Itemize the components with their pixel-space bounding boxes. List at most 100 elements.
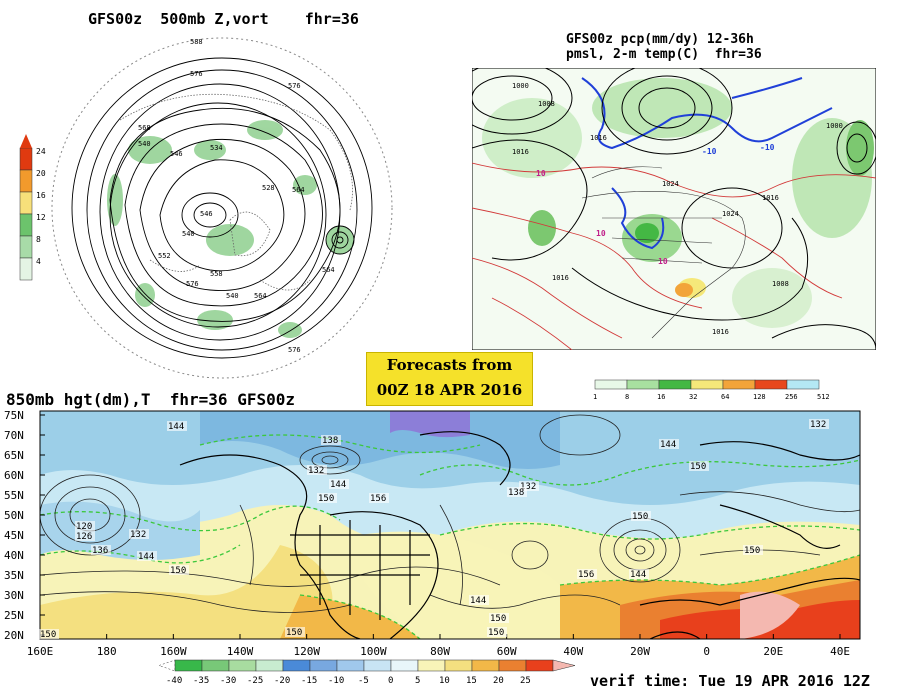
hemi-height-label: 150 [632,512,648,522]
polar-contour-label: 564 [322,266,335,274]
hemi-height-label: 144 [138,552,154,562]
hemi-height-label-bg [469,595,489,605]
hemi-colorbar: -40 -35 -30 -25 -20 -15 -10 -5 0 5 10 15 20 25 [158,659,576,686]
lat-label: 35N [4,569,24,582]
hemi-height-label-bg [321,435,341,445]
na-colorbar-tick: 32 [689,393,697,401]
lat-label: 60N [4,469,24,482]
hemi-colorbar-right-arrow [552,659,576,672]
polar-colorbar-tick: 16 [36,191,46,200]
hemi-height-label: 150 [744,546,760,556]
hemi-colorbar-tick: -30 [220,676,236,686]
hemi-height-label-bg [307,465,327,475]
lon-label: 100W [360,645,387,658]
hemi-height-label-bg [137,551,157,561]
polar-colorbar-arrow [20,134,32,148]
polar-contour-label: 576 [288,82,301,90]
hemi-height-label: 150 [170,566,186,576]
na-colorbar: 1 8 16 32 64 128 256 512 [593,379,830,401]
polar-colorbar-swatch [19,257,33,281]
na-colorbar-swatch [626,379,660,390]
polar-contour-label: 558 [210,270,223,278]
lon-label: 160W [160,645,187,658]
hemi-colorbar-tick: -40 [166,676,182,686]
na-colorbar-tick: 8 [625,393,629,401]
hemi-colorbar-swatch [390,659,419,672]
lon-label: 140W [227,645,254,658]
na-isobar-label: 1000 [826,122,843,130]
hemi-colorbar-tick: -15 [301,676,317,686]
na-colorbar-tick: 128 [753,393,766,401]
lon-label: 0 [703,645,710,658]
hemi-height-label: 150 [690,462,706,472]
hemi-height-label: 144 [470,596,486,606]
precip-shading [482,78,874,328]
hemi-colorbar-tick: 10 [439,676,450,686]
hemi-height-label-bg [329,479,349,489]
polar-colorbar-swatch [19,169,33,193]
panel-na-title: GFS00z pcp(mm/dy) 12-36h pmsl, 2-m temp(C… [566,32,762,62]
na-temp-label: 10 [536,169,546,178]
forecast-badge-line1: Forecasts from [386,356,513,374]
hemi-height-label: 138 [322,436,338,446]
hemi-height-label: 126 [76,532,92,542]
polar-colorbar-tick: 24 [36,147,46,156]
na-contour-labels: 1000 1008 1016 1016 1024 1024 1016 1008 1016 1016… [512,82,843,336]
hemi-axis-labels: 75N 70N 65N 60N 55N 50N 45N 40N 35N 30N 25N 20N160E… [4,409,850,658]
na-temp-label: 10 [658,257,668,266]
hemi-height-label: 150 [40,630,56,640]
na-isobar-label: 1000 [512,82,529,90]
temperature-shading [40,411,860,639]
forecast-badge: Forecasts from 00Z 18 APR 2016 [366,352,533,406]
lat-label: 50N [4,509,24,522]
polar-colorbar-tick: 4 [36,257,41,266]
hemi-colorbar-swatch [525,659,554,672]
hemi-height-label: 144 [630,570,646,580]
hemi-coastlines [179,431,860,639]
hemi-colorbar-tick: -10 [328,676,344,686]
hemi-height-label-bg [39,629,59,639]
na-temp-label: 10 [596,229,606,238]
hemi-height-label-bg [577,569,597,579]
hemi-height-label-bg [317,493,337,503]
hemi-height-label-bg [169,565,189,575]
hemi-height-label-bg [489,613,509,623]
panel-na-title-line1: GFS00z pcp(mm/dy) 12-36h [566,32,754,47]
polar-contour-label: 546 [200,210,213,218]
hemi-height-label-bg [743,545,763,555]
lat-label: 45N [4,529,24,542]
lat-label: 20N [4,629,24,642]
hemi-colorbar-swatch [228,659,257,672]
hemi-colorbar-tick: -20 [274,676,290,686]
hemi-colorbar-swatch [282,659,311,672]
hemi-height-label-bg [659,439,679,449]
hemi-colorbar-tick: -25 [247,676,263,686]
forecast-badge-line2: 00Z 18 APR 2016 [376,381,523,399]
lon-label: 40W [563,645,583,658]
hemi-colorbar-tick: 0 [388,676,393,686]
polar-colorbar-tick: 8 [36,235,41,244]
hemi-height-label: 144 [660,440,676,450]
polar-contour-label: 528 [262,184,275,192]
lat-label: 30N [4,589,24,602]
na-temp-label: -10 [760,143,775,152]
na-isobar-label: 1008 [772,280,789,288]
verification-time: verif time: Tue 19 APR 2016 12Z [590,672,870,690]
polar-contour-label: 534 [210,144,223,152]
lon-label: 20E [763,645,783,658]
hemi-colorbar-tick: -35 [193,676,209,686]
temp-contours [472,162,876,350]
hemi-height-label-bg [519,481,539,491]
hemi-height-label: 132 [308,466,324,476]
polar-contour-label: 576 [190,70,203,78]
na-colorbar-swatch [754,379,788,390]
polar-contour-label: 540 [182,230,195,238]
hemi-height-label: 132 [520,482,536,492]
lat-label: 75N [4,409,24,422]
hemi-colorbar-swatch [417,659,446,672]
hemi-colorbar-left-arrow [158,659,176,672]
hemi-colorbar-swatch [309,659,338,672]
polar-contour-label: 546 [170,150,183,158]
na-colorbar-swatch [690,379,724,390]
